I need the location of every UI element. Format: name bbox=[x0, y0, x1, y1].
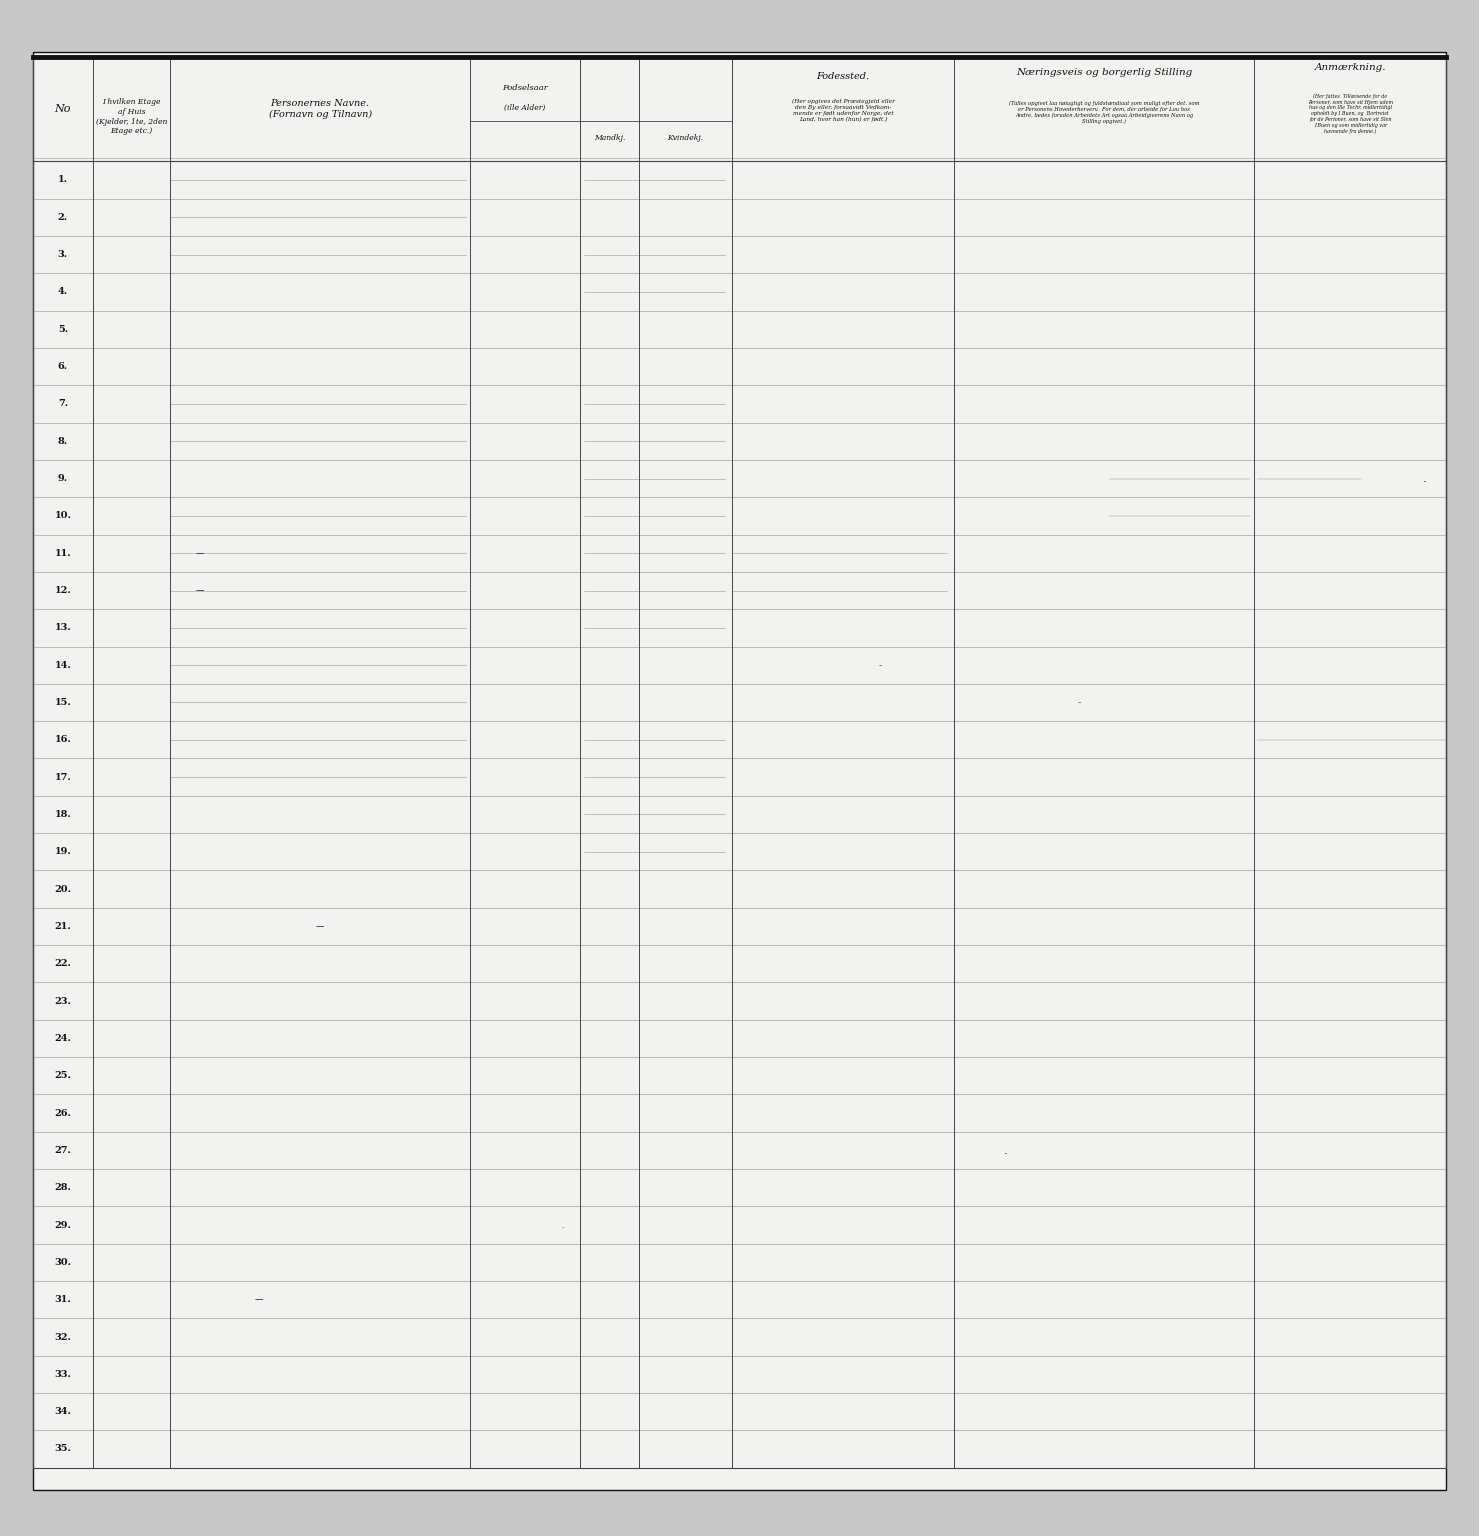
Text: 21.: 21. bbox=[55, 922, 71, 931]
Text: 4.: 4. bbox=[58, 287, 68, 296]
Text: .: . bbox=[561, 1221, 563, 1229]
Text: (Talles opgivet laa nøiagtigt og fuldstændiaat som muligt efter det, som
er Pers: (Talles opgivet laa nøiagtigt og fuldstæ… bbox=[1009, 101, 1199, 123]
Text: Fodessted.: Fodessted. bbox=[816, 72, 870, 81]
Text: 35.: 35. bbox=[55, 1444, 71, 1453]
Text: .: . bbox=[1004, 1144, 1007, 1157]
Text: 26.: 26. bbox=[55, 1109, 71, 1118]
Text: (Her fattes  Tillæisende for de
Personer, som have sit Hjem udem
hus og den Ille: (Her fattes Tillæisende for de Personer,… bbox=[1307, 94, 1393, 134]
Text: Anmærkning.: Anmærkning. bbox=[1315, 63, 1386, 72]
Text: 9.: 9. bbox=[58, 475, 68, 482]
Text: 33.: 33. bbox=[55, 1370, 71, 1379]
Text: 15.: 15. bbox=[55, 697, 71, 707]
Text: Næringsveis og borgerlig Stilling: Næringsveis og borgerlig Stilling bbox=[1016, 68, 1192, 77]
Text: 11.: 11. bbox=[55, 548, 71, 558]
Text: No: No bbox=[55, 104, 71, 114]
Text: 20.: 20. bbox=[55, 885, 71, 894]
Text: 27.: 27. bbox=[55, 1146, 71, 1155]
Text: 3.: 3. bbox=[58, 250, 68, 260]
Text: Personernes Navne.
(Fornavn og Tilnavn): Personernes Navne. (Fornavn og Tilnavn) bbox=[269, 98, 371, 120]
Text: 13.: 13. bbox=[55, 624, 71, 633]
Text: (ille Alder): (ille Alder) bbox=[504, 103, 546, 112]
Text: 30.: 30. bbox=[55, 1258, 71, 1267]
Text: Mandkj.: Mandkj. bbox=[593, 134, 626, 143]
Text: 19.: 19. bbox=[55, 848, 71, 856]
Text: —: — bbox=[315, 922, 324, 931]
Text: 25.: 25. bbox=[55, 1071, 71, 1080]
Text: 8.: 8. bbox=[58, 436, 68, 445]
Text: 1.: 1. bbox=[58, 175, 68, 184]
Text: .: . bbox=[1423, 472, 1426, 485]
Text: 31.: 31. bbox=[55, 1295, 71, 1304]
Text: 23.: 23. bbox=[55, 997, 71, 1006]
Text: Fodselsaar: Fodselsaar bbox=[503, 83, 547, 92]
Text: 22.: 22. bbox=[55, 960, 71, 968]
Text: I hvilken Etage
af Huis
(Kjelder, 1te, 2den
Etage etc.): I hvilken Etage af Huis (Kjelder, 1te, 2… bbox=[96, 98, 167, 135]
Text: 24.: 24. bbox=[55, 1034, 71, 1043]
Text: 10.: 10. bbox=[55, 511, 71, 521]
Text: 32.: 32. bbox=[55, 1333, 71, 1341]
Text: 18.: 18. bbox=[55, 809, 71, 819]
Text: 6.: 6. bbox=[58, 362, 68, 372]
Text: —: — bbox=[254, 1295, 263, 1304]
Text: 34.: 34. bbox=[55, 1407, 71, 1416]
Text: 16.: 16. bbox=[55, 736, 71, 745]
Text: 28.: 28. bbox=[55, 1183, 71, 1192]
Text: —: — bbox=[195, 587, 204, 594]
Text: 5.: 5. bbox=[58, 324, 68, 333]
Text: 7.: 7. bbox=[58, 399, 68, 409]
Text: –: – bbox=[1078, 699, 1081, 705]
Text: 17.: 17. bbox=[55, 773, 71, 782]
Text: 2.: 2. bbox=[58, 214, 68, 221]
Text: –: – bbox=[879, 662, 881, 668]
Text: —: — bbox=[195, 548, 204, 558]
Text: 12.: 12. bbox=[55, 587, 71, 594]
Text: 14.: 14. bbox=[55, 660, 71, 670]
Text: (Her opgives det Præstegjeld eller
den By eller, forsaavidt Vedkom-
mende er fød: (Her opgives det Præstegjeld eller den B… bbox=[791, 100, 895, 121]
Text: Kvindekj.: Kvindekj. bbox=[667, 134, 704, 143]
Text: 29.: 29. bbox=[55, 1221, 71, 1229]
